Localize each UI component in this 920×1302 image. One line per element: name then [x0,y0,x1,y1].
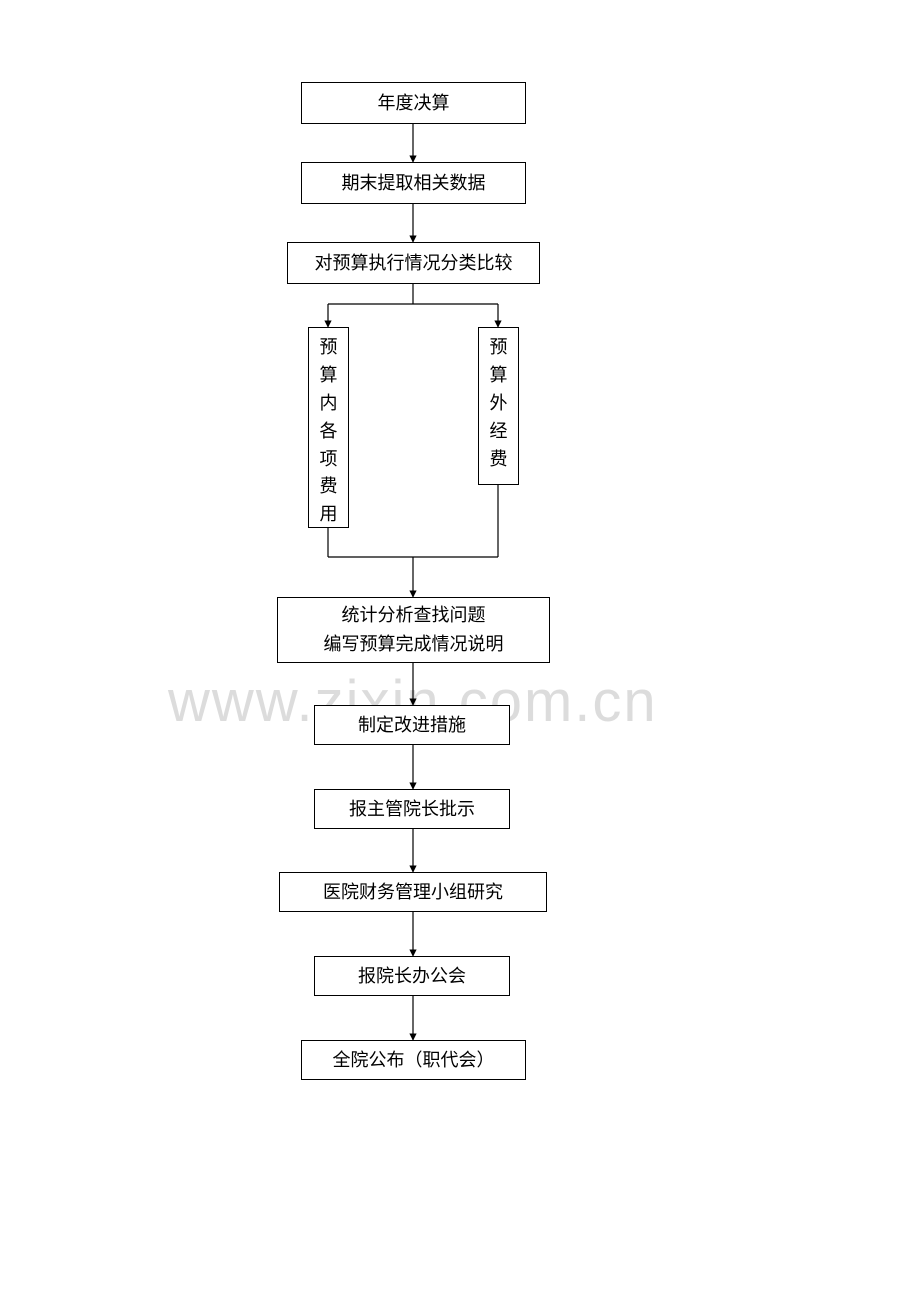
vchar: 预 [490,334,508,362]
node-report-director: 报主管院长批示 [314,789,510,829]
node-label: 医院财务管理小组研究 [323,878,503,907]
node-analyze-write: 统计分析查找问题编写预算完成情况说明 [277,597,550,663]
vchar: 预 [320,334,338,362]
node-label: 年度决算 [378,89,450,118]
node-improve-measures: 制定改进措施 [314,705,510,745]
node-annual-settlement: 年度决算 [301,82,526,124]
vchar: 算 [490,362,508,390]
vchar: 费 [320,473,338,501]
node-label: 对预算执行情况分类比较 [315,249,513,278]
node-label: 统计分析查找问题编写预算完成情况说明 [324,601,504,659]
node-finance-group: 医院财务管理小组研究 [279,872,547,912]
node-label: 报院长办公会 [358,962,466,991]
node-extract-data: 期末提取相关数据 [301,162,526,204]
vchar: 内 [320,390,338,418]
flowchart-container: www.zixin.com.cn 年度决算 期末提取相关数据 对预算执行情况分类… [0,0,920,1302]
node-label: 制定改进措施 [358,711,466,740]
node-publish-all: 全院公布（职代会） [301,1040,526,1080]
node-label: 报主管院长批示 [349,795,475,824]
node-report-meeting: 报院长办公会 [314,956,510,996]
node-label: 期末提取相关数据 [342,169,486,198]
vchar: 费 [490,446,508,474]
node-label: 全院公布（职代会） [333,1046,495,1075]
vchar: 各 [320,418,338,446]
node-budget-in: 预算内各项费用 [308,327,349,528]
vchar: 外 [490,390,508,418]
vchar: 算 [320,362,338,390]
node-compare-budget: 对预算执行情况分类比较 [287,242,540,284]
vchar: 经 [490,418,508,446]
vchar: 用 [320,501,338,529]
node-budget-out: 预算外经费 [478,327,519,485]
vchar: 项 [320,446,338,474]
